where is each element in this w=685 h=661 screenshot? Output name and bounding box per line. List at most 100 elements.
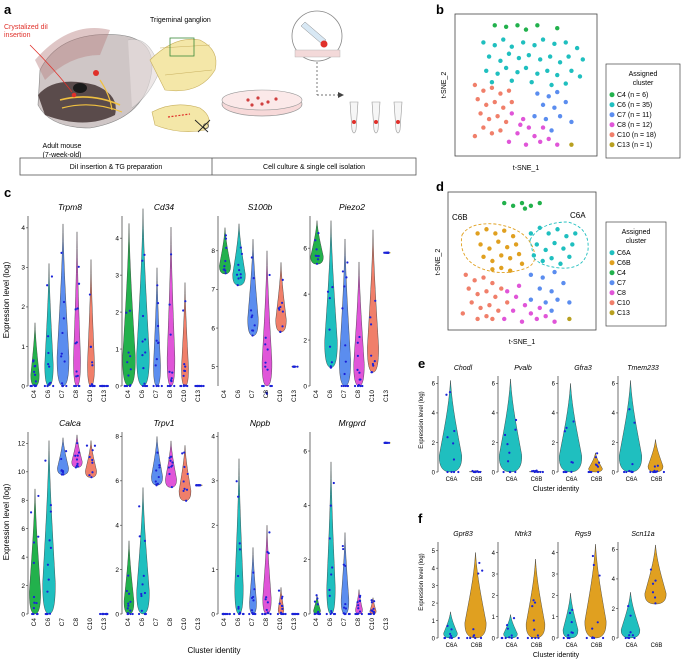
cell-dot <box>317 254 320 258</box>
cell-dot <box>628 469 631 473</box>
cell-dot <box>33 373 37 376</box>
cell-dot <box>169 384 172 388</box>
cell-dot <box>281 605 284 608</box>
cell-dot <box>195 484 198 487</box>
cell-dot <box>100 612 104 616</box>
panel-d-legend-title-1: Assigned <box>622 229 651 236</box>
violin-c10 <box>87 259 95 387</box>
scatter-point-c8 <box>555 142 560 147</box>
cell-dot <box>44 459 47 462</box>
cell-dot <box>651 582 655 585</box>
cell-dot <box>46 384 49 388</box>
y-tick-label: 12 <box>18 441 26 448</box>
cell-dot <box>358 599 362 602</box>
x-tick-label-c8: C8 <box>73 618 80 627</box>
y-tick-label: 6 <box>612 382 616 388</box>
cell-dot <box>448 632 452 636</box>
cell-dot <box>61 469 65 473</box>
cell-dot <box>342 563 345 566</box>
cell-dot <box>537 636 540 640</box>
scatter-point-c6 <box>552 41 557 47</box>
panel-d: d C6B C6A t-SNE_1 t-SNE_2 Assigned clust… <box>435 179 667 346</box>
x-tick-label-c6b: C6B <box>471 477 483 483</box>
panel-a-letter: a <box>4 2 12 17</box>
scatter-point-c10 <box>472 82 478 88</box>
cell-dot <box>73 384 76 388</box>
cell-dot <box>263 612 266 616</box>
cell-dot <box>348 612 351 616</box>
cell-dot <box>49 510 52 513</box>
y-tick-label: 1 <box>432 619 436 625</box>
cell-dot <box>170 485 173 489</box>
cell-dot <box>508 470 512 474</box>
cell-dot <box>536 470 540 474</box>
cell-dot <box>33 370 36 373</box>
scatter-point-c6b <box>519 261 525 266</box>
cell-dot <box>597 470 600 474</box>
cell-dot <box>93 444 97 447</box>
scatter-point-c8 <box>502 316 507 322</box>
cell-dot <box>88 455 91 459</box>
cell-dot <box>592 563 595 567</box>
cell-dot <box>224 234 227 237</box>
scatter-point-c10 <box>499 286 504 291</box>
cell-dot <box>238 268 241 272</box>
scatter-point-c6 <box>532 43 537 48</box>
cell-dot <box>29 384 32 388</box>
cell-dot <box>268 531 271 534</box>
cell-dot <box>281 325 284 328</box>
cell-dot <box>141 259 144 262</box>
y-tick-label: 2 <box>432 441 436 447</box>
cell-dot <box>654 602 657 605</box>
cell-dot <box>237 263 240 266</box>
cell-dot <box>457 470 460 474</box>
cell-dot <box>129 612 132 616</box>
panel-d-ylabel: t-SNE_2 <box>435 249 442 276</box>
cell-dot <box>325 612 328 616</box>
cell-dot <box>344 384 347 388</box>
cell-dot <box>129 609 132 612</box>
cell-dot <box>597 461 601 464</box>
x-tick-label-c7: C7 <box>341 618 348 627</box>
cell-dot <box>508 636 511 639</box>
gene-plot-s100b: 5 6 7 8 S100b C4 C6 C7 C8 C10 C13 <box>211 202 299 402</box>
cell-dot <box>284 612 287 616</box>
cell-dot <box>510 634 513 637</box>
x-tick-label-c7: C7 <box>153 390 160 399</box>
cell-dot <box>344 360 347 363</box>
panel-d-points <box>460 200 578 324</box>
cell-dot <box>140 592 143 596</box>
cell-dot <box>248 612 251 616</box>
cell-dot <box>446 470 449 474</box>
x-tick-label-c13: C13 <box>291 390 298 402</box>
scatter-point-c8 <box>534 316 539 322</box>
panel-c-ylabel-bottom: Expression level (log) <box>2 483 11 560</box>
x-tick-label-c4: C4 <box>125 618 132 627</box>
y-tick-label: 0 <box>303 383 307 390</box>
cell-dot <box>477 470 480 474</box>
violin-c6 <box>136 487 150 615</box>
cell-dot <box>141 340 144 343</box>
panel-d-legend-items: C6A C6B C4 C7 C8 C10 C13 <box>609 250 631 317</box>
x-tick-label-c6: C6 <box>45 618 52 627</box>
cell-dot <box>633 636 636 640</box>
cell-dot <box>144 351 147 354</box>
cell-dot <box>314 239 317 242</box>
cell-dot <box>173 384 176 388</box>
cell-dot <box>317 231 320 235</box>
cell-dot <box>625 470 628 474</box>
cell-dot <box>631 463 634 466</box>
cell-dot <box>356 368 359 371</box>
cell-dot <box>32 595 36 599</box>
scatter-point-c4 <box>535 23 540 28</box>
violin-c10 <box>178 445 192 502</box>
cell-dot <box>313 612 316 616</box>
cell-dot <box>49 546 52 549</box>
violin-c6b <box>525 559 546 639</box>
violin-c6a <box>439 380 462 473</box>
cell-dot <box>235 273 239 276</box>
cell-dot <box>76 465 80 468</box>
cell-dot <box>77 265 80 268</box>
cell-dot <box>269 612 272 616</box>
cell-dot <box>266 348 269 351</box>
